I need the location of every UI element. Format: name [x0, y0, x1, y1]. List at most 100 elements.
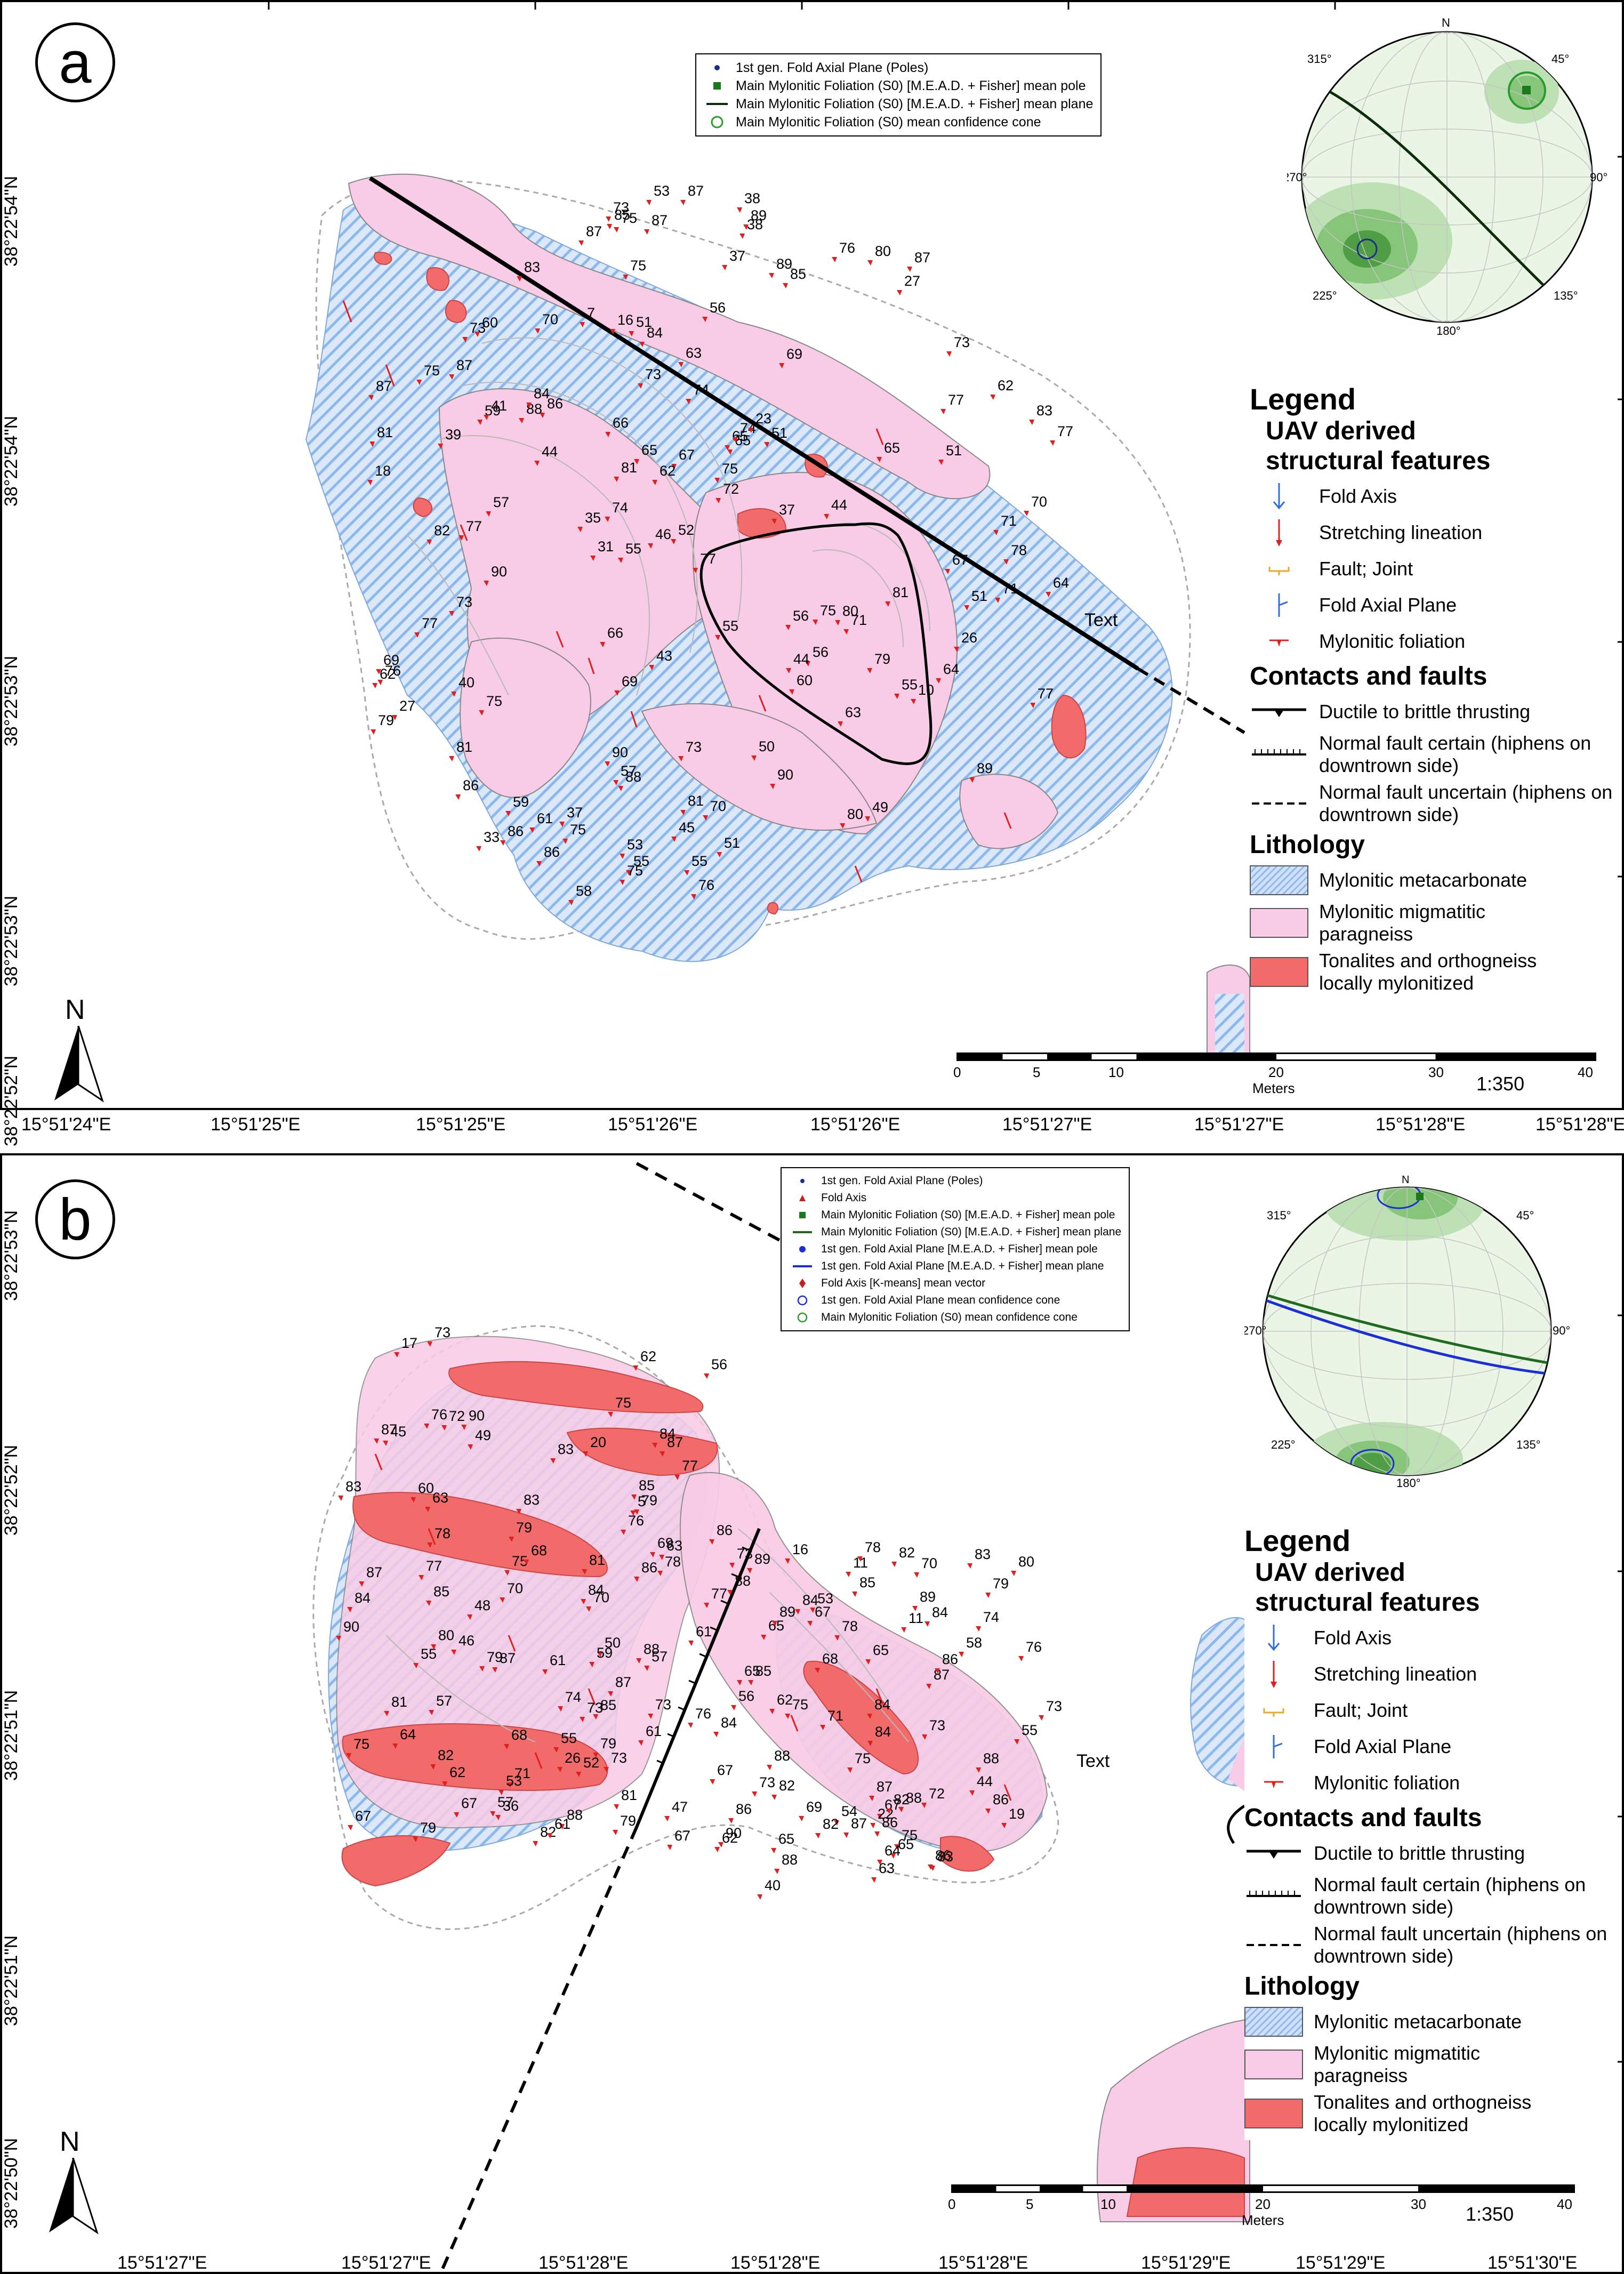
dip-value-label: 89 — [751, 207, 767, 223]
dip-value-label: 51 — [946, 443, 962, 459]
foliation-symbol — [392, 715, 397, 720]
foliation-symbol — [737, 1680, 742, 1685]
stretching-lineation-icon — [1244, 1658, 1303, 1690]
dip-value-label: 38 — [744, 190, 760, 206]
dip-value-label: 11 — [909, 1610, 923, 1626]
foliation-symbol — [718, 1842, 723, 1847]
dip-value-label: 69 — [622, 673, 638, 689]
dip-value-label: 57 — [652, 1649, 668, 1665]
dip-value-label: 37 — [567, 805, 583, 821]
dip-value-label: 53 — [627, 837, 643, 853]
foliation-symbol — [652, 1443, 657, 1448]
dip-value-label: 60 — [418, 1480, 434, 1496]
foliation-symbol — [834, 1635, 840, 1641]
panel-a-map-text: Text — [1084, 610, 1118, 630]
normal-fault-certain-icon — [1244, 1880, 1303, 1912]
fault-joint-icon — [1250, 553, 1308, 585]
foliation-symbol — [924, 1621, 930, 1627]
legend-label: Tonalites and orthogneiss locally myloni… — [1314, 2091, 1532, 2135]
foliation-symbol — [680, 810, 686, 815]
foliation-symbol — [877, 1860, 882, 1865]
foliation-symbol — [1029, 420, 1034, 425]
dip-value-label: 84 — [588, 1582, 604, 1598]
dip-value-label: 85 — [859, 1574, 875, 1590]
foliation-symbol — [505, 811, 511, 816]
dip-value-label: 87 — [456, 357, 472, 373]
foliation-symbol — [504, 1744, 509, 1749]
foliation-symbol — [593, 1753, 598, 1758]
legend-item-normal-fault-uncertain: Normal fault uncertain (hiphens on downt… — [1244, 1923, 1618, 1967]
dip-value-label: 83 — [345, 1478, 361, 1494]
foliation-symbol — [867, 1714, 872, 1719]
dip-value-label: 85 — [755, 1663, 771, 1679]
dip-value-label: 85 — [614, 207, 630, 223]
dip-value-label: 55 — [722, 618, 738, 634]
dip-value-label: 81 — [621, 1787, 637, 1803]
foliation-symbol — [607, 224, 612, 229]
dip-value-label: 67 — [815, 1604, 831, 1620]
dip-value-label: 47 — [672, 1799, 688, 1815]
dip-value-label: 75 — [855, 1750, 871, 1766]
foliation-symbol — [526, 403, 532, 408]
thrust-icon — [1244, 1837, 1303, 1869]
panel-b-map-text: Text — [1076, 1751, 1110, 1771]
foliation-symbol — [993, 530, 999, 535]
foliation-symbol — [834, 1820, 839, 1826]
coord-label: 38°22'51"N — [1, 1690, 21, 1781]
scale-tick: 30 — [1428, 1064, 1444, 1080]
dip-value-label: 83 — [524, 1492, 540, 1508]
dip-value-label: 27 — [904, 273, 920, 289]
foliation-symbol — [534, 461, 540, 466]
dip-value-label: 88 — [735, 1573, 751, 1589]
dip-value-label: 70 — [1031, 494, 1047, 510]
legend-structural-title: UAV derived structural features — [1266, 417, 1491, 475]
green-square-icon — [789, 1211, 816, 1219]
foliation-symbol — [626, 870, 631, 875]
dip-value-label: 89 — [776, 256, 792, 272]
foliation-symbol — [671, 837, 677, 842]
foliation-symbol — [757, 1894, 762, 1900]
dip-value-label: 70 — [507, 1580, 523, 1596]
dip-value-label: 61 — [646, 1723, 662, 1739]
foliation-symbol — [847, 1767, 853, 1773]
dip-value-label: 76 — [698, 877, 714, 893]
stereonet-label: 270° — [1244, 1324, 1267, 1337]
legend-label: Mylonitic foliation — [1319, 630, 1466, 652]
foliation-symbol — [413, 1837, 418, 1842]
legend-label: Fold Axial Plane — [1319, 594, 1457, 616]
foliation-symbol — [715, 498, 721, 503]
dip-value-label: 81 — [893, 584, 909, 600]
dip-value-label: 78 — [1011, 542, 1027, 558]
foliation-symbol — [644, 1666, 649, 1671]
foliation-symbol — [462, 337, 468, 342]
stereonet-label: 180° — [1436, 324, 1461, 338]
panel-b-north-arrow: N — [44, 2126, 102, 2235]
stereo-legend-label: 1st gen. Fold Axial Plane (Poles) — [736, 60, 929, 75]
foliation-symbol — [1024, 511, 1029, 516]
foliation-symbol — [714, 478, 720, 483]
pole-dot-icon — [789, 1177, 816, 1185]
foliation-symbol — [451, 692, 456, 697]
foliation-symbol — [717, 852, 722, 857]
dip-value-label: 20 — [590, 1434, 606, 1450]
dip-value-label: 82 — [438, 1747, 454, 1763]
foliation-symbol — [805, 661, 810, 666]
foliation-symbol — [431, 1644, 436, 1650]
dip-value-label: 71 — [1001, 513, 1017, 529]
blue-line-icon — [789, 1262, 816, 1271]
dip-value-label: 16 — [792, 1541, 808, 1557]
foliation-symbol — [605, 761, 610, 767]
scale-tick: 20 — [1255, 2196, 1271, 2212]
legend-lithology-title: Lithology — [1244, 1972, 1360, 2000]
foliation-symbol — [688, 1723, 693, 1728]
foliation-symbol — [886, 1809, 891, 1814]
dip-value-label: 88 — [782, 1852, 798, 1868]
panel-a-scale-ratio: 1:350 — [1476, 1073, 1525, 1095]
foliation-symbol — [568, 900, 574, 905]
foliation-symbol — [867, 1741, 873, 1746]
foliation-symbol — [671, 539, 676, 544]
dip-value-label: 73 — [435, 1324, 451, 1340]
dip-value-label: 68 — [531, 1542, 547, 1558]
foliation-symbol — [725, 445, 730, 451]
foliation-symbol — [715, 635, 720, 640]
